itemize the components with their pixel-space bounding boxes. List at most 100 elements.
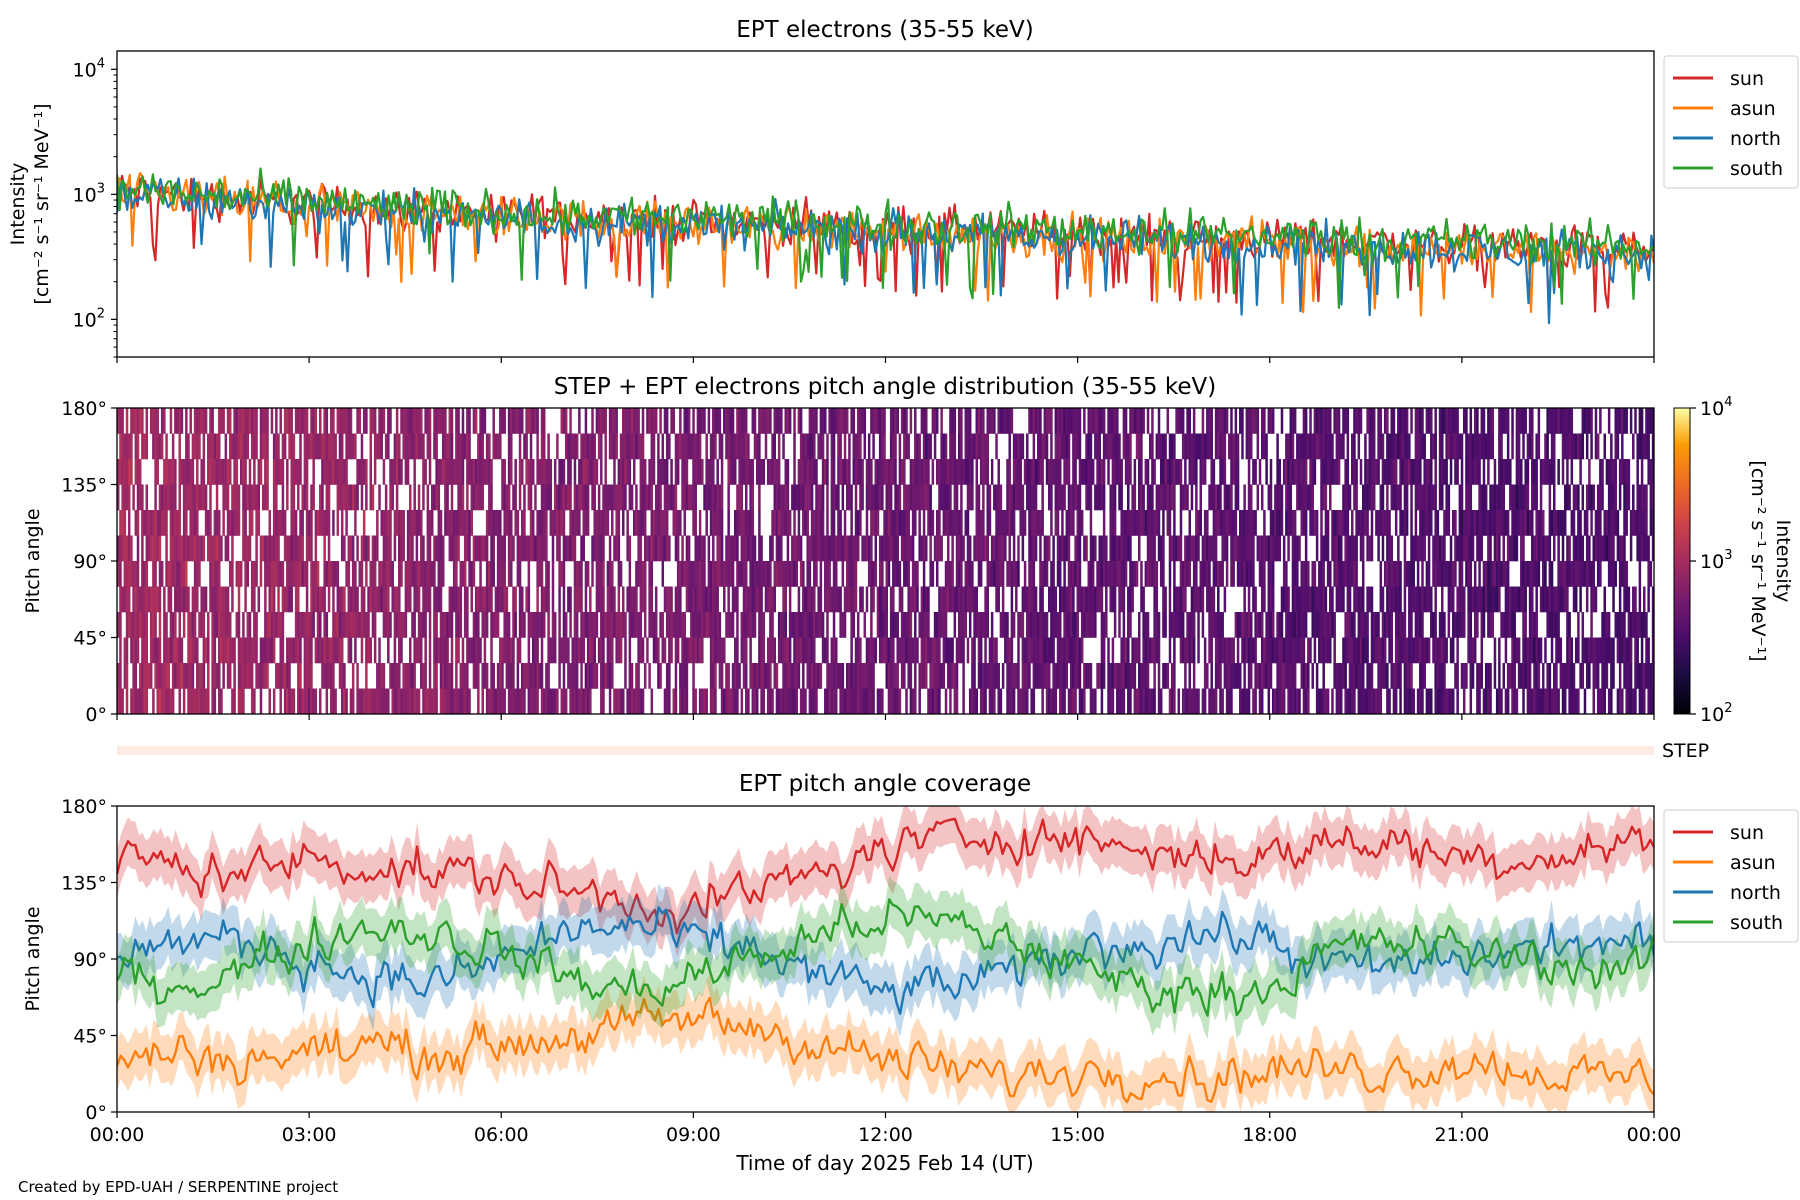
heatmap-cell <box>883 510 886 536</box>
heatmap-cell <box>428 612 432 638</box>
heatmap-cell <box>714 586 717 613</box>
heatmap-cell <box>898 484 902 511</box>
heatmap-cell <box>191 433 195 460</box>
heatmap-cell <box>777 408 781 434</box>
heatmap-cell <box>788 612 792 638</box>
heatmap-cell <box>450 586 454 613</box>
heatmap-cell <box>810 510 814 536</box>
heatmap-cell <box>468 433 471 460</box>
heatmap-cell <box>455 612 458 638</box>
heatmap-cell <box>663 535 667 562</box>
heatmap-cell <box>536 561 539 587</box>
heatmap-cell <box>149 612 153 638</box>
heatmap-cell <box>211 612 214 638</box>
heatmap-cell <box>914 612 917 638</box>
heatmap-cell <box>455 561 458 587</box>
heatmap-cell <box>1047 586 1051 613</box>
heatmap-cell <box>1041 510 1044 536</box>
heatmap-cell <box>1225 484 1229 511</box>
heatmap-cell <box>1067 561 1071 587</box>
heatmap-cell <box>1061 484 1064 511</box>
heatmap-cell <box>1135 433 1139 460</box>
heatmap-cell <box>288 637 291 664</box>
heatmap-cell <box>898 459 902 485</box>
heatmap-cell <box>323 433 326 460</box>
heatmap-cell <box>1232 433 1235 460</box>
heatmap-cell <box>984 612 987 638</box>
heatmap-cell <box>892 637 895 664</box>
heatmap-cell <box>731 663 735 689</box>
heatmap-cell <box>1129 688 1132 714</box>
heatmap-cell <box>510 663 513 689</box>
heatmap-cell <box>391 561 394 587</box>
heatmap-cell <box>630 484 634 511</box>
heatmap-cell <box>1021 510 1025 536</box>
heatmap-cell <box>705 586 708 613</box>
heatmap-cell <box>685 663 689 689</box>
heatmap-cell <box>125 637 129 664</box>
heatmap-cell <box>516 637 520 664</box>
heatmap-cell <box>1026 663 1029 689</box>
heatmap-cell <box>791 561 794 587</box>
heatmap-cell <box>1392 459 1396 485</box>
heatmap-cell <box>448 688 452 714</box>
heatmap-cell <box>646 535 649 562</box>
heatmap-cell <box>602 535 605 562</box>
heatmap-cell <box>854 561 858 587</box>
heatmap-cell <box>1065 586 1069 613</box>
heatmap-cell <box>152 561 155 587</box>
heatmap-cell <box>1364 459 1367 485</box>
heatmap-cell <box>852 408 856 434</box>
heatmap-cell <box>1346 510 1350 536</box>
heatmap-cell <box>1109 663 1112 689</box>
heatmap-cell <box>738 484 741 511</box>
heatmap-cell <box>198 688 201 714</box>
heatmap-cell <box>1269 561 1273 587</box>
heatmap-cell <box>1379 688 1383 714</box>
heatmap-cell <box>490 663 493 689</box>
heatmap-cell <box>1372 637 1376 664</box>
heatmap-cell <box>1037 433 1040 460</box>
heatmap-cell <box>990 408 994 434</box>
heatmap-cell <box>119 459 122 485</box>
heatmap-cell <box>1217 510 1220 536</box>
heatmap-cell <box>369 688 373 714</box>
heatmap-cell <box>1221 459 1224 485</box>
heatmap-cell <box>468 561 471 587</box>
heatmap-cell <box>261 637 265 664</box>
heatmap-cell <box>922 459 926 485</box>
heatmap-cell <box>1372 688 1376 714</box>
heatmap-cell <box>720 561 724 587</box>
heatmap-cell <box>246 433 250 460</box>
heatmap-cell <box>837 408 840 434</box>
heatmap-cell <box>485 586 489 613</box>
heatmap-cell <box>1304 586 1308 613</box>
heatmap-cell <box>193 612 197 638</box>
heatmap-cell <box>1252 561 1255 587</box>
heatmap-cell <box>514 484 517 511</box>
heatmap-cell <box>534 408 537 434</box>
heatmap-cell <box>1065 510 1069 536</box>
heatmap-cell <box>196 484 199 511</box>
heatmap-cell <box>1102 408 1106 434</box>
heatmap-cell <box>1151 459 1154 485</box>
heatmap-cell <box>1094 586 1097 613</box>
heatmap-cell <box>894 612 897 638</box>
heatmap-cell <box>1221 535 1224 562</box>
heatmap-cell <box>668 484 671 511</box>
heatmap-cell <box>716 561 719 587</box>
heatmap-cell <box>477 459 480 485</box>
heatmap-cell <box>1043 637 1047 664</box>
heatmap-cell <box>1291 433 1295 460</box>
heatmap-cell <box>839 586 842 613</box>
heatmap-cell <box>591 561 594 587</box>
heatmap-cell <box>679 612 682 638</box>
heatmap-cell <box>942 663 946 689</box>
heatmap-cell <box>1276 484 1279 511</box>
heatmap-cell <box>1164 612 1167 638</box>
heatmap-cell <box>1276 459 1279 485</box>
heatmap-cell <box>920 663 924 689</box>
heatmap-cell <box>933 612 937 638</box>
heatmap-cell <box>909 484 913 511</box>
heatmap-cell <box>136 561 140 587</box>
